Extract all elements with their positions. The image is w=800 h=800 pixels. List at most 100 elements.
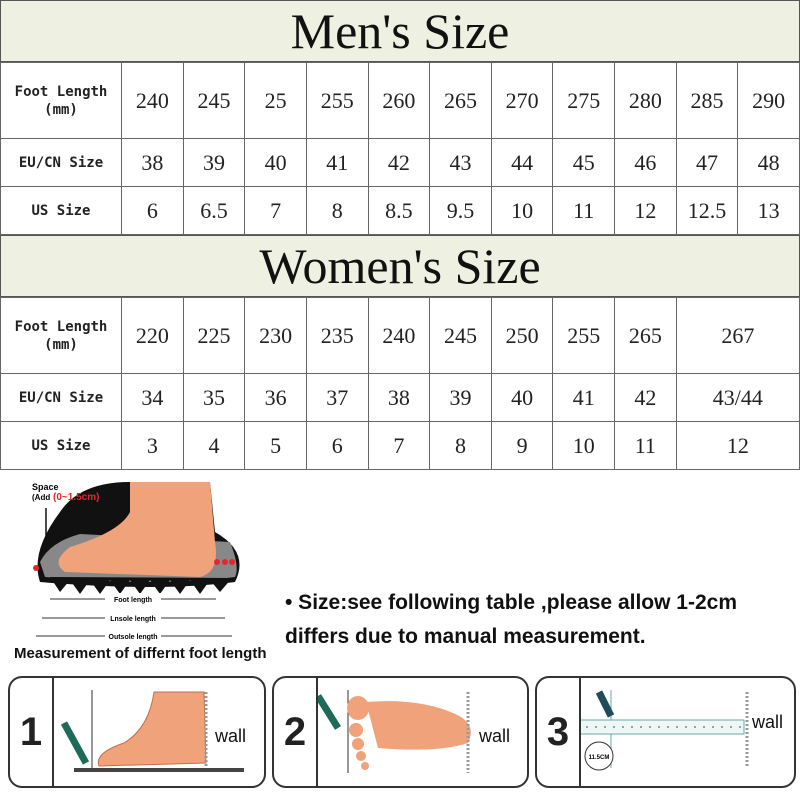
size-cell: 12 bbox=[675, 421, 800, 470]
size-cell: 6.5 bbox=[182, 186, 246, 235]
step-number: 3 bbox=[537, 678, 581, 786]
step-number: 2 bbox=[274, 678, 318, 786]
size-cell: 43/44 bbox=[675, 373, 800, 422]
size-cell: 37 bbox=[305, 373, 369, 422]
size-cell: 8 bbox=[429, 421, 492, 470]
step-number: 1 bbox=[10, 678, 54, 786]
size-cell: 10 bbox=[490, 186, 554, 235]
size-cell: 12.5 bbox=[675, 186, 739, 235]
size-cell: 45 bbox=[552, 138, 615, 187]
row-label: US Size bbox=[0, 421, 122, 470]
row-label: US Size bbox=[0, 186, 122, 235]
size-cell: 285 bbox=[675, 62, 739, 139]
step-3-panel: 3 11.5CM wall bbox=[535, 676, 796, 788]
row-label: EU/CN Size bbox=[0, 373, 122, 422]
size-cell: 12 bbox=[614, 186, 677, 235]
size-cell: 10 bbox=[552, 421, 615, 470]
size-cell: 7 bbox=[367, 421, 431, 470]
size-cell: 6 bbox=[121, 186, 184, 235]
size-cell: 44 bbox=[490, 138, 554, 187]
wall-label: wall bbox=[752, 712, 784, 732]
size-note: • Size:see following table ,please allow… bbox=[285, 591, 737, 648]
size-cell: 280 bbox=[614, 62, 677, 139]
size-cell: 230 bbox=[244, 297, 307, 374]
size-cell: 255 bbox=[552, 297, 615, 374]
shoe-measurement-illustration: Space (Add (0~1.5cm) Foot length Lnsole … bbox=[32, 482, 240, 641]
size-cell: 40 bbox=[244, 138, 307, 187]
row-label: EU/CN Size bbox=[0, 138, 122, 187]
step-3-ruler-illustration: 11.5CM bbox=[581, 690, 749, 771]
size-cell: 270 bbox=[490, 62, 554, 139]
size-cell: 47 bbox=[675, 138, 739, 187]
size-cell: 38 bbox=[367, 373, 431, 422]
size-row: Foot Length (mm) 220 225 230 235 240 245 250 255 2… bbox=[0, 297, 800, 374]
women-size-title: Women's Size bbox=[0, 235, 800, 297]
wall-label: wall bbox=[215, 726, 247, 746]
size-cell: 9.5 bbox=[429, 186, 492, 235]
size-cell: 245 bbox=[429, 297, 492, 374]
row-label: Foot Length (mm) bbox=[0, 297, 122, 374]
size-cell: 225 bbox=[182, 297, 246, 374]
size-cell: 290 bbox=[737, 62, 800, 139]
foot-length-label: Foot length bbox=[114, 597, 152, 604]
size-row: EU/CN Size 34 35 36 37 38 39 40 41 42 43/44 bbox=[0, 373, 800, 422]
size-cell: 46 bbox=[614, 138, 677, 187]
size-row: US Size 6 6.5 7 8 8.5 9.5 10 11 12 12.5 13 bbox=[0, 186, 800, 235]
insole-length-label: Lnsole length bbox=[110, 616, 156, 623]
women-size-table: Foot Length (mm) 220 225 230 235 240 245 250 255 2… bbox=[0, 297, 800, 470]
size-cell: 7 bbox=[244, 186, 307, 235]
space-range: (0~1.5cm) bbox=[53, 492, 99, 503]
size-cell: 41 bbox=[552, 373, 615, 422]
size-cell: 41 bbox=[305, 138, 369, 187]
size-cell: 240 bbox=[121, 62, 184, 139]
size-cell: 9 bbox=[490, 421, 554, 470]
size-cell: 8 bbox=[305, 186, 369, 235]
size-cell: 265 bbox=[614, 297, 677, 374]
size-cell: 42 bbox=[367, 138, 431, 187]
men-size-table: Foot Length (mm) 240 245 25 255 260 265 270 275 28… bbox=[0, 62, 800, 235]
size-cell: 3 bbox=[121, 421, 184, 470]
size-cell: 260 bbox=[367, 62, 431, 139]
size-row: US Size 3 4 5 6 7 8 9 10 11 12 bbox=[0, 421, 800, 470]
size-cell: 11 bbox=[552, 186, 615, 235]
space-label: Space bbox=[32, 482, 59, 492]
size-cell: 35 bbox=[182, 373, 246, 422]
size-cell: 220 bbox=[121, 297, 184, 374]
size-cell: 250 bbox=[490, 297, 554, 374]
step-1-foot-illustration bbox=[60, 690, 244, 772]
outsole-length-label: Outsole length bbox=[109, 634, 158, 641]
size-cell: 38 bbox=[121, 138, 184, 187]
size-cell: 43 bbox=[429, 138, 492, 187]
size-cell: 4 bbox=[182, 421, 246, 470]
size-cell: 40 bbox=[490, 373, 554, 422]
size-row: Foot Length (mm) 240 245 25 255 260 265 270 275 28… bbox=[0, 62, 800, 139]
size-cell: 265 bbox=[429, 62, 492, 139]
space-add-label: (Add bbox=[32, 493, 50, 502]
size-cell: 245 bbox=[182, 62, 246, 139]
size-cell: 25 bbox=[244, 62, 307, 139]
size-cell: 36 bbox=[244, 373, 307, 422]
step-2-panel: 2 wall bbox=[272, 676, 529, 788]
step-1-panel: 1 wall bbox=[8, 676, 266, 788]
size-cell: 255 bbox=[305, 62, 369, 139]
size-row: EU/CN Size 38 39 40 41 42 43 44 45 46 47 48 bbox=[0, 138, 800, 187]
measurement-caption: Measurement of differnt foot length bbox=[14, 645, 267, 662]
size-cell: 5 bbox=[244, 421, 307, 470]
size-cell: 6 bbox=[305, 421, 369, 470]
wall-label: wall bbox=[479, 726, 511, 746]
size-cell: 240 bbox=[367, 297, 431, 374]
step-2-foot-illustration bbox=[318, 690, 471, 773]
size-cell: 235 bbox=[305, 297, 369, 374]
size-cell: 48 bbox=[737, 138, 800, 187]
size-cell: 39 bbox=[429, 373, 492, 422]
size-cell: 42 bbox=[614, 373, 677, 422]
size-cell: 13 bbox=[737, 186, 800, 235]
marker-dot bbox=[33, 565, 39, 571]
size-cell: 11 bbox=[614, 421, 677, 470]
size-cell: 275 bbox=[552, 62, 615, 139]
size-cell: 267 bbox=[675, 297, 800, 374]
size-cell: 8.5 bbox=[367, 186, 431, 235]
size-cell: 34 bbox=[121, 373, 184, 422]
row-label: Foot Length (mm) bbox=[0, 62, 122, 139]
